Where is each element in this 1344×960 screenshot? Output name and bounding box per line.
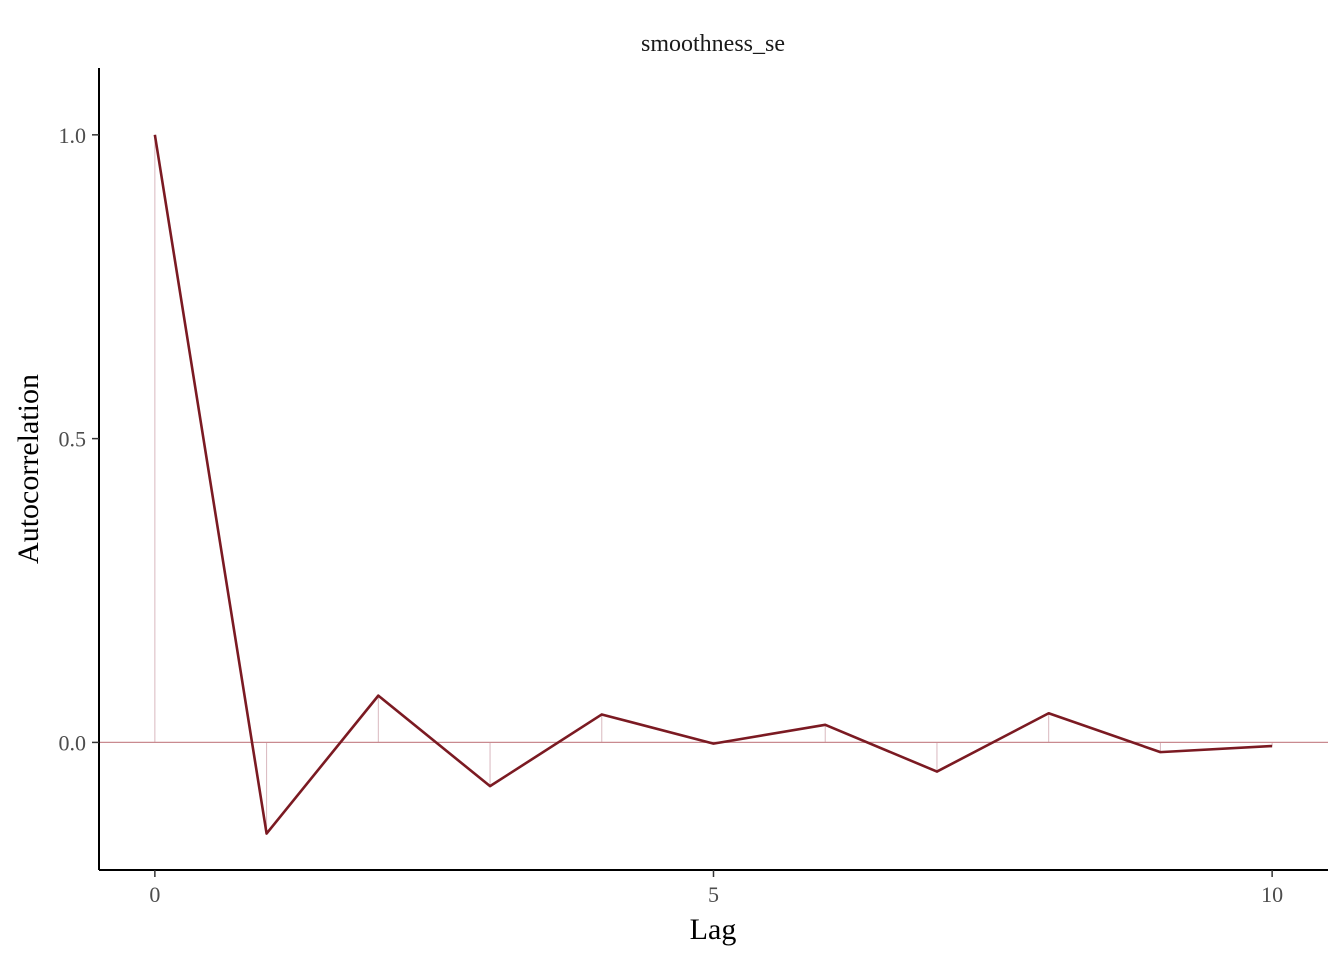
acf-stems: [154, 134, 1273, 834]
y-axis-ticks: 0.0 0.5 1.0: [59, 123, 99, 755]
acf-series-line: [153, 134, 1273, 835]
chart-title: smoothness_se: [641, 31, 785, 57]
x-axis-ticks: 0 5 10: [149, 870, 1283, 907]
x-axis-title: Lag: [690, 913, 737, 946]
y-tick-label: 0.5: [59, 427, 87, 452]
acf-points: [154, 134, 1273, 834]
y-tick-label: 1.0: [59, 123, 87, 148]
y-axis-title: Autocorrelation: [12, 374, 45, 564]
x-tick-label: 0: [149, 882, 160, 907]
y-tick-label: 0.0: [59, 730, 87, 755]
x-tick-label: 5: [708, 882, 719, 907]
x-tick-label: 10: [1261, 882, 1283, 907]
